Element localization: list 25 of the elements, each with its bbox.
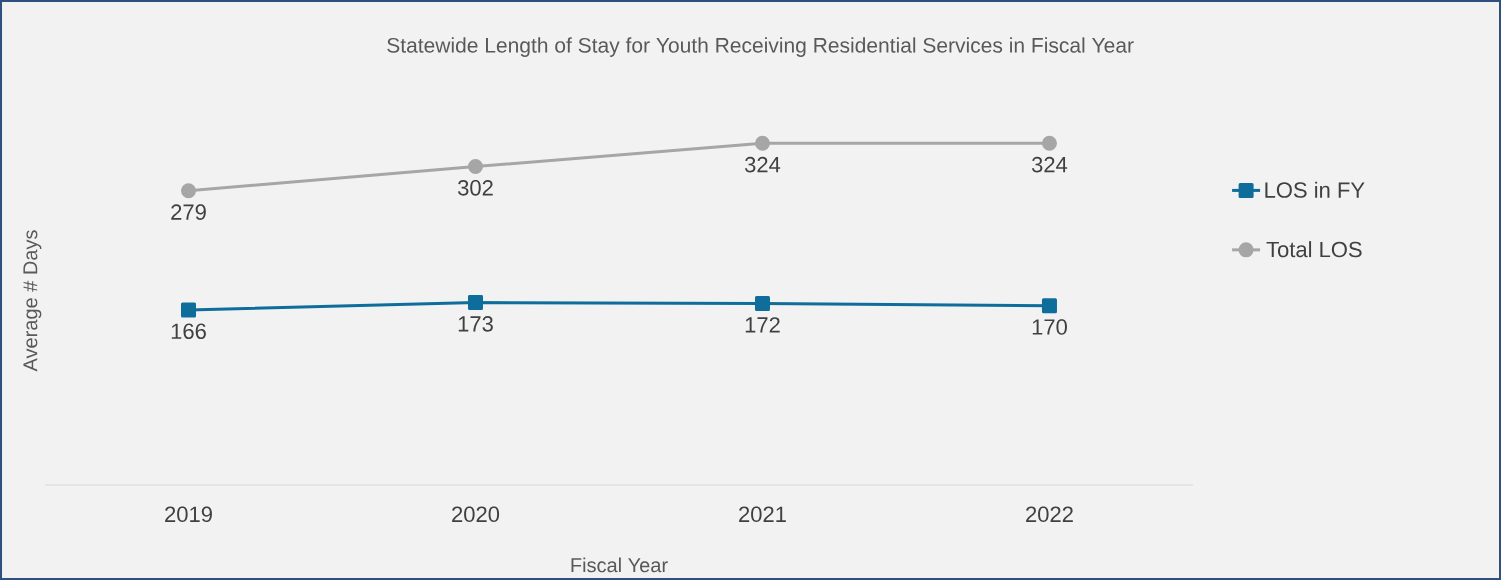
point: [181, 302, 197, 318]
point: [468, 295, 483, 311]
data-label: 324: [1031, 156, 1068, 173]
point: [754, 135, 770, 151]
chart-title: Statewide Length of Stay for Youth Receiving Residential Services in Fiscal Year: [387, 37, 1134, 57]
x-tick-label: 2021: [739, 506, 786, 523]
x-tick-label: 2022: [1026, 506, 1073, 523]
x-tick-label: 2020: [452, 506, 500, 523]
data-label: 173: [458, 316, 493, 332]
legend-label: Total LOS: [1266, 241, 1362, 258]
data-label: 170: [1032, 319, 1067, 335]
data-label: 279: [171, 204, 206, 220]
point: [1041, 298, 1057, 314]
point: [1041, 135, 1057, 151]
data-label: 302: [457, 180, 493, 196]
point: [181, 183, 197, 199]
data-label: 172: [745, 317, 780, 333]
x-axis-title: Fiscal Year: [571, 557, 668, 573]
legend-label: LOS in FY: [1265, 181, 1365, 198]
x-tick-label: 2019: [165, 506, 212, 523]
point: [754, 296, 770, 312]
data-label: 166: [171, 323, 206, 340]
data-label: 324: [744, 156, 781, 173]
y-axis-title: Average # Days: [23, 230, 42, 372]
point: [468, 159, 483, 175]
